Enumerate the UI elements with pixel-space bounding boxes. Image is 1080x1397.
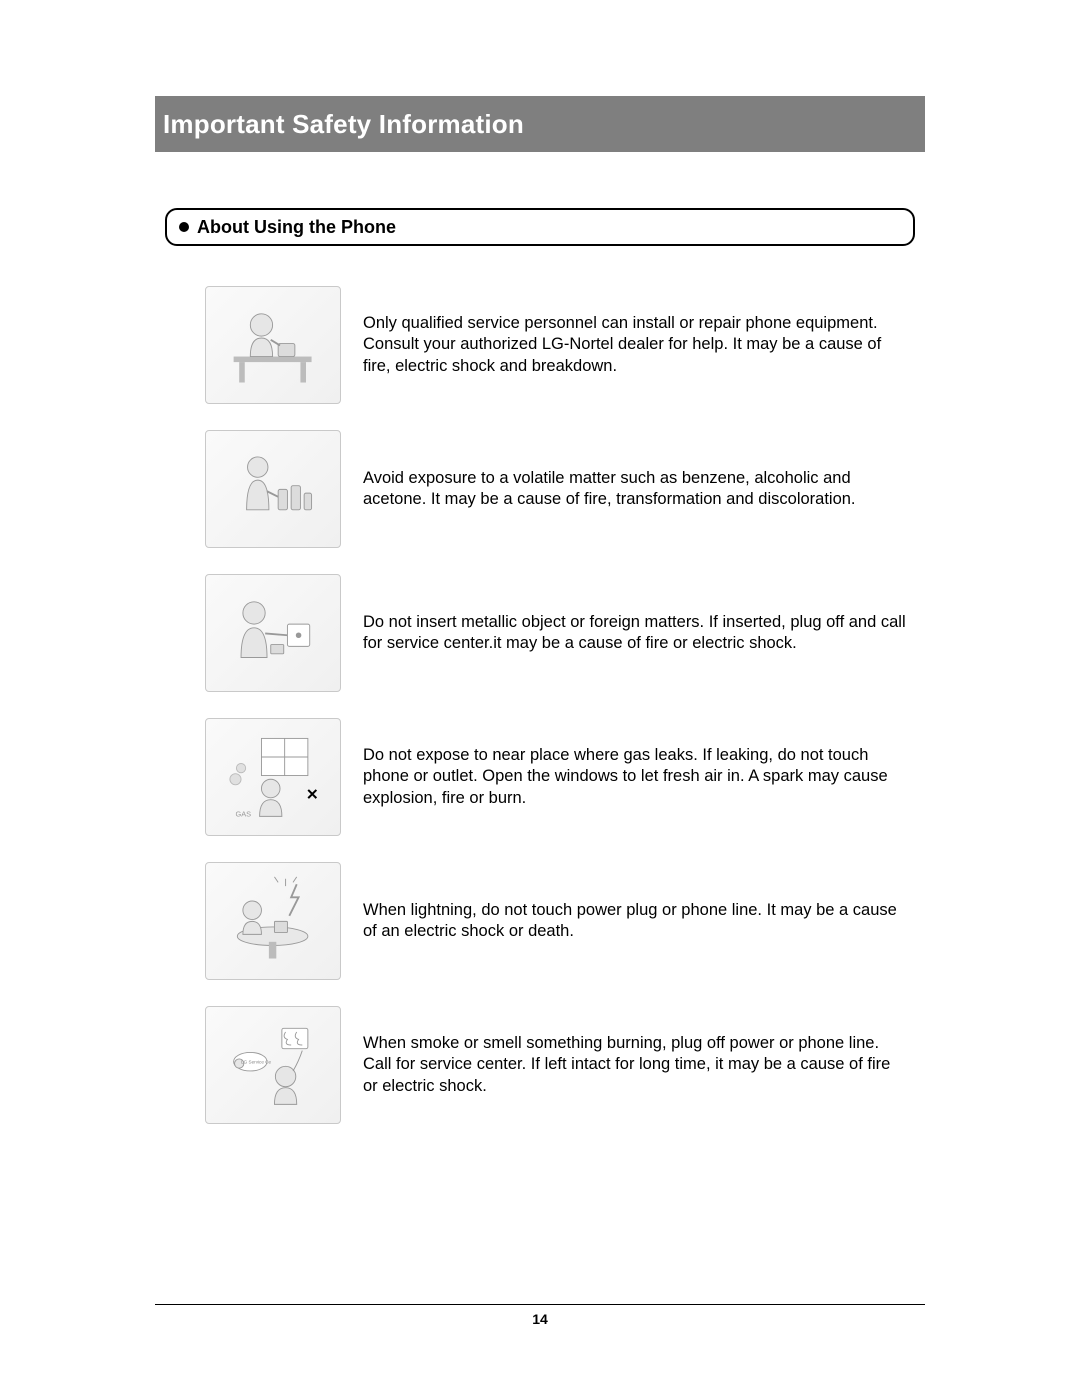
safety-item-text: When lightning, do not touch power plug … <box>363 900 907 942</box>
lightning-icon <box>219 875 326 968</box>
title-band: Important Safety Information <box>155 96 925 152</box>
safety-item: Avoid exposure to a volatile matter such… <box>205 430 907 548</box>
illustration-service-personnel <box>205 286 341 404</box>
safety-item-text: Do not insert metallic object or foreign… <box>363 612 907 654</box>
illustration-chemicals <box>205 430 341 548</box>
svg-text:✕: ✕ <box>306 787 318 803</box>
illustration-lightning <box>205 862 341 980</box>
svg-text:GAS: GAS <box>236 809 252 818</box>
safety-items-list: Only qualified service personnel can ins… <box>155 286 925 1124</box>
illustration-foreign-object <box>205 574 341 692</box>
safety-item: LG Service Ce When smoke or smell someth… <box>205 1006 907 1124</box>
safety-item-text: Only qualified service personnel can ins… <box>363 313 907 376</box>
illustration-gas-leak: GAS ✕ <box>205 718 341 836</box>
person-desk-icon <box>219 299 326 392</box>
safety-item: Only qualified service personnel can ins… <box>205 286 907 404</box>
chemicals-icon <box>219 443 326 536</box>
page-footer: 14 <box>155 1304 925 1327</box>
foreign-object-icon <box>219 587 326 680</box>
section-header: About Using the Phone <box>165 208 915 246</box>
safety-item: When lightning, do not touch power plug … <box>205 862 907 980</box>
gas-leak-icon: GAS ✕ <box>219 731 326 824</box>
document-page: Important Safety Information About Using… <box>0 0 1080 1397</box>
page-number: 14 <box>532 1311 548 1327</box>
safety-item-text: Avoid exposure to a volatile matter such… <box>363 468 907 510</box>
svg-text:LG Service Ce: LG Service Ce <box>241 1059 272 1064</box>
safety-item-text: Do not expose to near place where gas le… <box>363 745 907 808</box>
illustration-smoke-service: LG Service Ce <box>205 1006 341 1124</box>
section-header-label: About Using the Phone <box>197 217 396 238</box>
safety-item: Do not insert metallic object or foreign… <box>205 574 907 692</box>
bullet-icon <box>179 222 189 232</box>
safety-item: GAS ✕ Do not expose to near place where … <box>205 718 907 836</box>
safety-item-text: When smoke or smell something burning, p… <box>363 1033 907 1096</box>
page-title: Important Safety Information <box>163 109 524 140</box>
smoke-service-icon: LG Service Ce <box>219 1019 326 1112</box>
